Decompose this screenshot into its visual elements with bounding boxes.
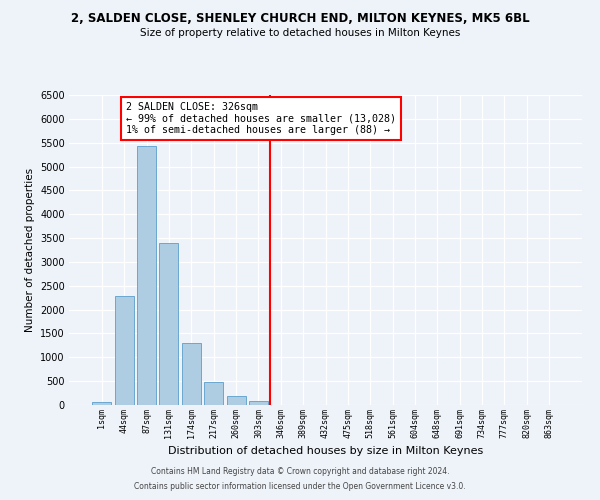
Text: 2, SALDEN CLOSE, SHENLEY CHURCH END, MILTON KEYNES, MK5 6BL: 2, SALDEN CLOSE, SHENLEY CHURCH END, MIL… <box>71 12 529 26</box>
Bar <box>204 382 223 405</box>
Text: Size of property relative to detached houses in Milton Keynes: Size of property relative to detached ho… <box>140 28 460 38</box>
Text: Contains HM Land Registry data © Crown copyright and database right 2024.: Contains HM Land Registry data © Crown c… <box>151 467 449 476</box>
Text: Contains public sector information licensed under the Open Government Licence v3: Contains public sector information licen… <box>134 482 466 491</box>
Bar <box>137 146 156 405</box>
X-axis label: Distribution of detached houses by size in Milton Keynes: Distribution of detached houses by size … <box>168 446 483 456</box>
Bar <box>115 296 134 405</box>
Text: 2 SALDEN CLOSE: 326sqm
← 99% of detached houses are smaller (13,028)
1% of semi-: 2 SALDEN CLOSE: 326sqm ← 99% of detached… <box>127 102 397 136</box>
Bar <box>92 402 112 405</box>
Bar <box>227 396 245 405</box>
Y-axis label: Number of detached properties: Number of detached properties <box>25 168 35 332</box>
Bar <box>160 243 178 405</box>
Bar <box>249 400 268 405</box>
Bar <box>182 342 201 405</box>
